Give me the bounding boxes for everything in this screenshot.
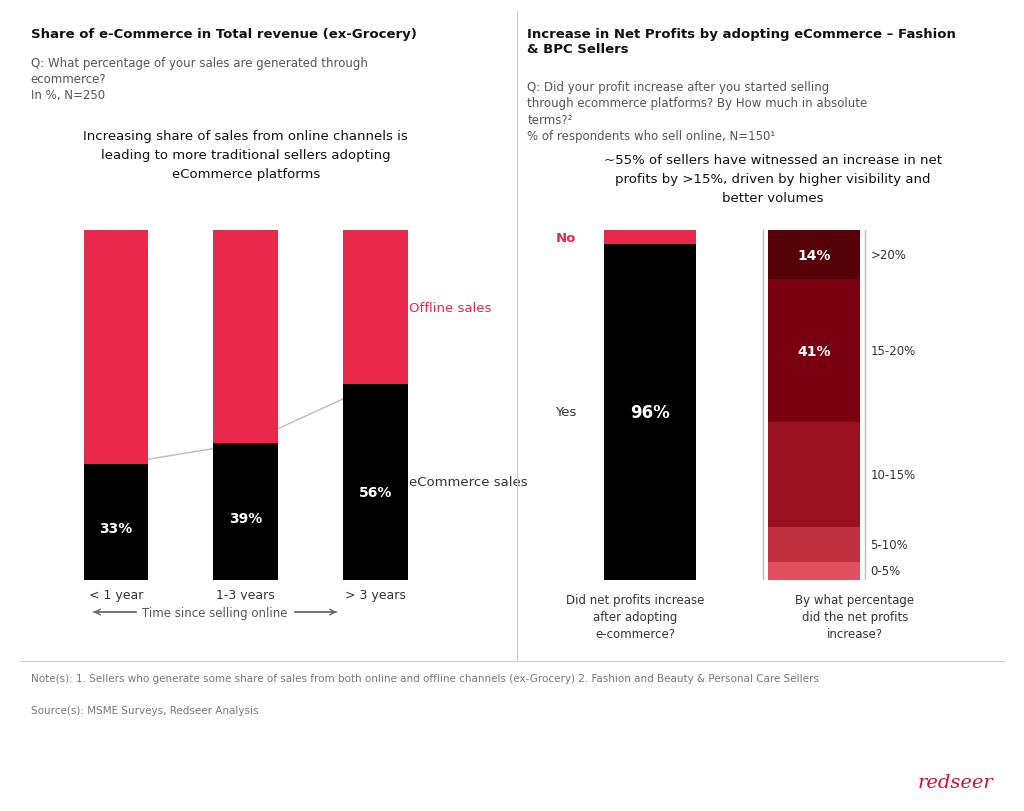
- Text: Note(s): 1. Sellers who generate some share of sales from both online and offlin: Note(s): 1. Sellers who generate some sh…: [31, 673, 818, 683]
- Text: Increase in Net Profits by adopting eCommerce – Fashion
& BPC Sellers: Increase in Net Profits by adopting eCom…: [527, 28, 956, 56]
- Text: Q: Did your profit increase after you started selling: Q: Did your profit increase after you st…: [527, 81, 829, 94]
- Text: 14%: 14%: [798, 248, 830, 263]
- Text: Did net profits increase
after adopting
e-commerce?: Did net profits increase after adopting …: [565, 594, 705, 641]
- Text: Offline sales: Offline sales: [410, 302, 492, 315]
- Text: ecommerce?: ecommerce?: [31, 73, 106, 86]
- Text: eCommerce sales: eCommerce sales: [410, 476, 527, 489]
- Bar: [343, 384, 408, 580]
- Text: >20%: >20%: [870, 249, 906, 262]
- Bar: [768, 423, 860, 527]
- Text: 39%: 39%: [229, 512, 262, 526]
- Text: ~55% of sellers have witnessed an increase in net
profits by >15%, driven by hig: ~55% of sellers have witnessed an increa…: [604, 154, 942, 205]
- Text: 15-20%: 15-20%: [870, 345, 915, 358]
- Text: redseer: redseer: [918, 773, 993, 791]
- Bar: [768, 280, 860, 423]
- Text: 96%: 96%: [631, 404, 670, 422]
- Text: % of respondents who sell online, N=150¹: % of respondents who sell online, N=150¹: [527, 130, 775, 143]
- Text: In %, N=250: In %, N=250: [31, 89, 104, 102]
- Text: Time since selling online: Time since selling online: [142, 606, 288, 619]
- Bar: [768, 231, 860, 280]
- Text: 33%: 33%: [99, 521, 133, 535]
- Text: No: No: [556, 232, 575, 245]
- Text: 10-15%: 10-15%: [870, 469, 915, 482]
- Bar: [343, 231, 408, 384]
- Bar: [604, 245, 696, 580]
- Bar: [84, 231, 148, 465]
- Text: 41%: 41%: [798, 345, 830, 358]
- Text: 5-10%: 5-10%: [870, 539, 908, 551]
- Bar: [604, 231, 696, 245]
- Text: Increasing share of sales from online channels is
leading to more traditional se: Increasing share of sales from online ch…: [83, 130, 409, 181]
- Text: 56%: 56%: [358, 485, 392, 499]
- Text: By what percentage
did the net profits
increase?: By what percentage did the net profits i…: [796, 594, 914, 641]
- Bar: [768, 563, 860, 580]
- Text: Share of e-Commerce in Total revenue (ex-Grocery): Share of e-Commerce in Total revenue (ex…: [31, 28, 417, 41]
- Bar: [213, 231, 279, 444]
- Bar: [768, 527, 860, 563]
- Text: Source(s): MSME Surveys, Redseer Analysis: Source(s): MSME Surveys, Redseer Analysi…: [31, 706, 258, 715]
- Text: Yes: Yes: [555, 406, 575, 419]
- Text: terms?²: terms?²: [527, 114, 572, 127]
- Text: 0-5%: 0-5%: [870, 564, 901, 577]
- Text: through ecommerce platforms? By How much in absolute: through ecommerce platforms? By How much…: [527, 97, 867, 110]
- Text: Q: What percentage of your sales are generated through: Q: What percentage of your sales are gen…: [31, 57, 368, 70]
- Bar: [213, 444, 279, 580]
- Bar: [84, 465, 148, 580]
